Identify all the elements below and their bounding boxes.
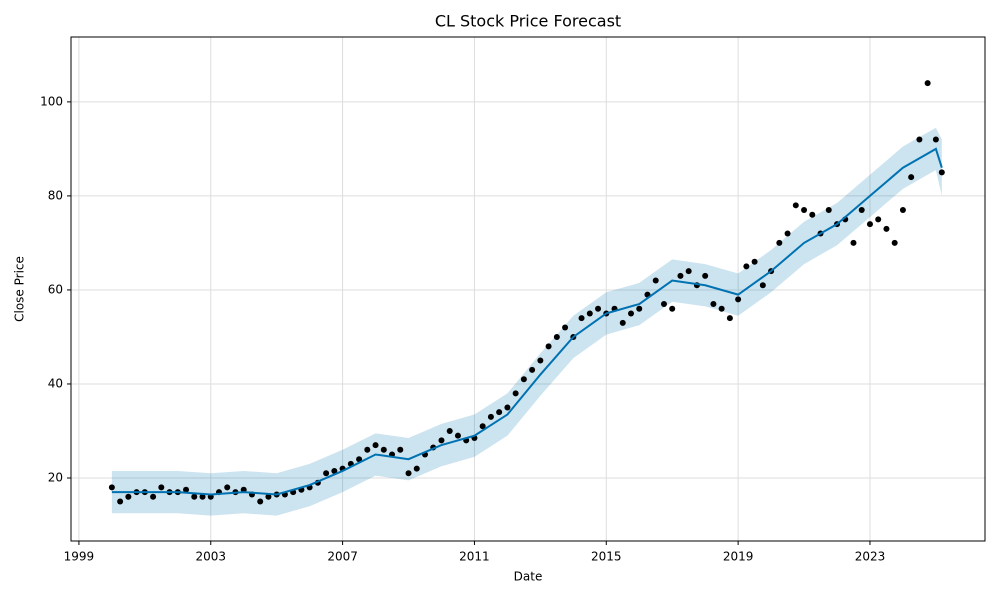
observed-point	[183, 486, 190, 493]
y-tick-label: 20	[48, 471, 63, 485]
observed-point	[413, 465, 420, 472]
observed-point	[586, 310, 593, 317]
observed-point	[685, 268, 692, 275]
observed-point	[117, 498, 124, 505]
x-tick-label: 2007	[327, 550, 358, 564]
y-tick-label: 40	[48, 376, 63, 390]
y-axis-label: Close Price	[13, 256, 27, 322]
observed-point	[784, 230, 791, 237]
observed-point	[562, 324, 569, 331]
observed-point	[932, 136, 939, 143]
observed-point	[257, 498, 264, 505]
observed-point	[150, 493, 157, 500]
chart-title: CL Stock Price Forecast	[435, 12, 621, 31]
observed-point	[454, 432, 461, 439]
y-tick-label: 80	[48, 188, 63, 202]
observed-point	[916, 136, 923, 143]
observed-point	[850, 239, 857, 246]
observed-point	[619, 319, 626, 326]
observed-point	[520, 376, 527, 383]
x-tick-label: 2003	[195, 550, 226, 564]
x-tick-label: 2011	[459, 550, 490, 564]
y-tick-label: 100	[40, 94, 63, 108]
observed-point	[866, 221, 873, 228]
observed-point	[677, 272, 684, 279]
observed-point	[809, 211, 816, 218]
observed-point	[265, 493, 272, 500]
observed-point	[191, 493, 198, 500]
observed-point	[512, 390, 519, 397]
observed-point	[908, 174, 915, 181]
observed-point	[224, 484, 231, 491]
observed-point	[331, 467, 338, 474]
x-axis-label: Date	[514, 570, 543, 584]
x-tick-label: 1999	[64, 550, 95, 564]
x-tick-label: 2019	[723, 550, 754, 564]
x-tick-label: 2023	[855, 550, 886, 564]
observed-point	[364, 446, 371, 453]
observed-point	[875, 216, 882, 223]
observed-point	[718, 305, 725, 312]
observed-point	[537, 357, 544, 364]
observed-point	[801, 207, 808, 214]
plot-frame	[70, 36, 986, 542]
observed-point	[938, 169, 945, 176]
observed-point	[372, 442, 379, 449]
observed-point	[125, 493, 132, 500]
observed-point	[825, 207, 832, 214]
observed-point	[792, 202, 799, 209]
observed-point	[479, 423, 486, 430]
observed-point	[496, 409, 503, 416]
observed-point	[858, 207, 865, 214]
observed-point	[487, 413, 494, 420]
observed-point	[504, 404, 511, 411]
observed-point	[323, 470, 330, 477]
observed-point	[553, 333, 560, 340]
y-tick-label: 60	[48, 282, 63, 296]
observed-point	[595, 305, 602, 312]
observed-point	[199, 493, 206, 500]
observed-point	[578, 315, 585, 322]
observed-point	[883, 225, 890, 232]
observed-point	[545, 343, 552, 350]
observed-point	[397, 446, 404, 453]
observed-point	[776, 239, 783, 246]
observed-point	[660, 301, 667, 308]
observed-point	[446, 427, 453, 434]
observed-point	[726, 315, 733, 322]
observed-point	[743, 263, 750, 270]
observed-point	[891, 239, 898, 246]
uncertainty-band	[111, 127, 942, 516]
observed-point	[899, 207, 906, 214]
observed-point	[751, 258, 758, 265]
observed-point	[108, 484, 115, 491]
observed-point	[652, 277, 659, 284]
observed-point	[438, 437, 445, 444]
observed-point	[628, 310, 635, 317]
observed-point	[710, 301, 717, 308]
observed-point	[924, 80, 931, 87]
observed-point	[759, 282, 766, 289]
observed-point	[405, 470, 412, 477]
observed-point	[158, 484, 165, 491]
forecast-line	[111, 147, 943, 496]
observed-point	[702, 272, 709, 279]
observed-point	[669, 305, 676, 312]
observed-point	[380, 446, 387, 453]
observed-point	[529, 366, 536, 373]
x-tick-label: 2015	[591, 550, 622, 564]
observed-point	[356, 456, 363, 463]
observed-point	[636, 305, 643, 312]
observed-point	[735, 296, 742, 303]
plot-area: 1999 2003 2007 2011 2015 2019 2023 20 40 60 80 100	[40, 37, 985, 564]
